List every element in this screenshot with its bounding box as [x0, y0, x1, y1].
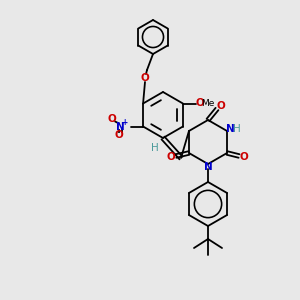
Text: N: N [226, 124, 234, 134]
Text: O: O [108, 115, 116, 124]
Text: O: O [167, 152, 175, 162]
Text: O: O [217, 101, 225, 111]
Text: Me: Me [201, 99, 214, 108]
Text: N: N [116, 122, 124, 131]
Text: H: H [151, 143, 159, 153]
Text: O: O [141, 73, 149, 83]
Text: O: O [240, 152, 248, 162]
Text: +: + [121, 118, 127, 127]
Text: O: O [115, 130, 124, 140]
Text: H: H [233, 124, 241, 134]
Text: O: O [196, 98, 204, 107]
Text: N: N [204, 162, 212, 172]
